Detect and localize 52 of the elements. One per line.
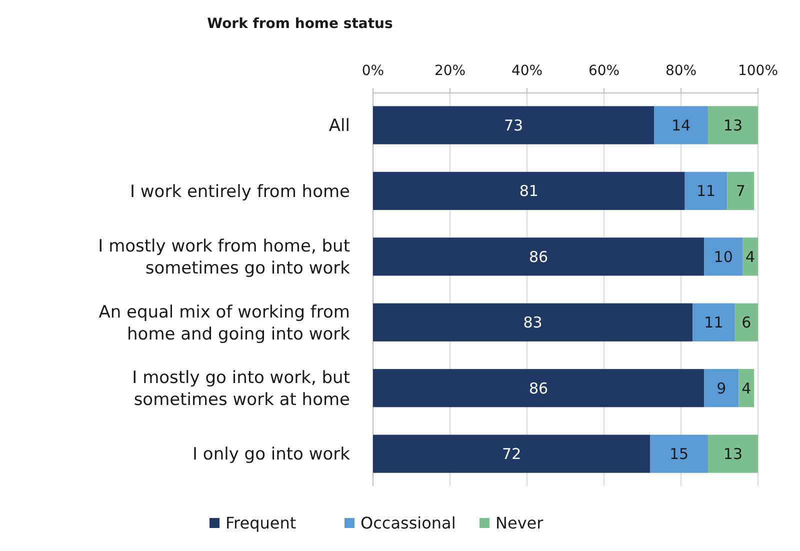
data-label: 4 [746,248,756,266]
x-tick-label: 20% [434,63,466,79]
bar [373,172,685,210]
data-label: 81 [519,182,538,200]
data-label: 7 [736,182,746,200]
bar [708,106,758,144]
bar [704,369,739,408]
y-tick-label: I mostly go into work, but sometimes work at home [132,368,350,410]
data-label: 9 [716,379,726,398]
x-tick-label: 40% [511,63,543,79]
data-label: 83 [523,314,542,332]
x-tick-label: 60% [588,63,620,79]
bar [373,303,693,342]
data-label: 13 [723,116,743,134]
data-label: 11 [696,182,716,200]
bar [738,369,754,408]
bar [704,238,743,276]
bar [654,106,708,144]
bar [650,434,708,473]
bar [373,369,704,408]
y-tick-label: I work entirely from home [130,182,350,202]
bar [742,238,758,276]
data-label: 10 [714,248,733,266]
bar [734,303,758,342]
x-tick-label: 0% [362,63,384,79]
bar [373,238,704,276]
x-tick-label: 80% [665,63,697,79]
data-label: 72 [502,445,522,464]
chart-title: Work from home status [207,16,393,32]
data-label: 13 [723,445,743,464]
data-label: 15 [670,445,689,464]
bar [692,303,735,342]
data-label: 86 [529,379,548,398]
bar [373,434,650,473]
bar [708,434,758,473]
data-label: 86 [529,248,548,266]
y-tick-label: I mostly work from home, but sometimes go into work [98,236,350,279]
bar [684,172,728,210]
y-tick-label: All [328,116,350,136]
x-tick-label: 100% [738,63,778,79]
legend-label: Frequent [226,514,296,533]
data-label: 14 [671,116,691,134]
data-label: 4 [742,379,752,398]
bar [373,106,654,144]
legend-label: Never [496,514,544,533]
bar [727,172,754,210]
legend-label: Occassional [360,514,456,533]
data-label: 73 [504,116,524,134]
data-label: 11 [704,314,724,332]
y-tick-label: An equal mix of working from home and going into work [98,302,350,344]
y-tick-label: I only go into work [192,444,350,465]
data-label: 6 [742,314,752,332]
